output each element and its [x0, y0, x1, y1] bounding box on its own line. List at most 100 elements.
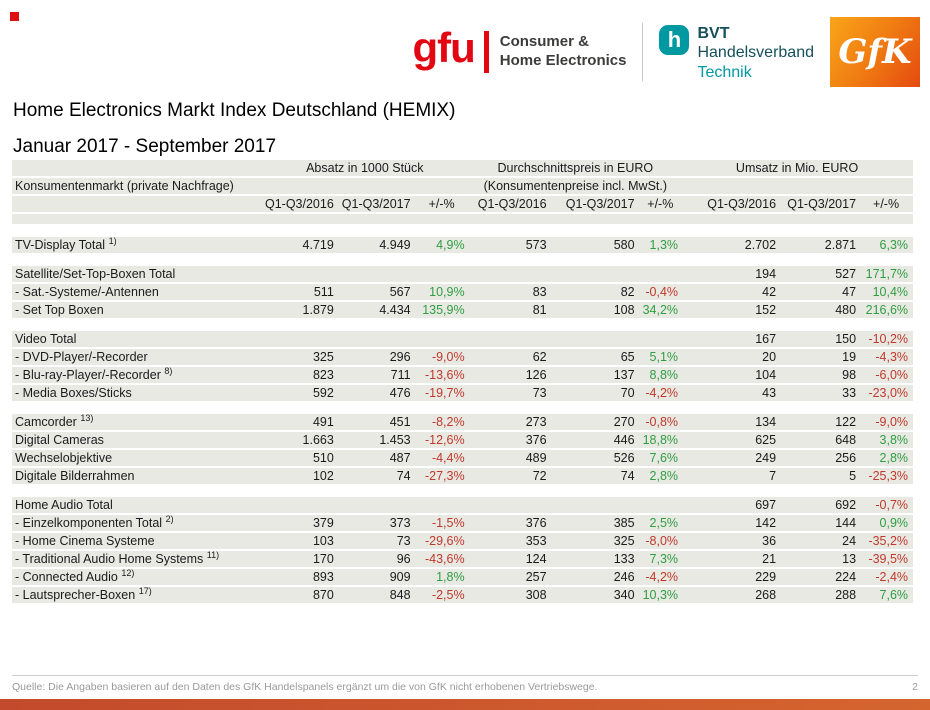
row-label: TV-Display Total 1) [12, 237, 262, 255]
value-cell: 70 [551, 385, 640, 403]
value-cell: 65 [551, 349, 640, 367]
gfu-logo: gfu Consumer & Home Electronics [412, 27, 627, 75]
spacer-row [12, 403, 914, 414]
pct-cell: -4,2% [639, 385, 684, 403]
value-cell: 152 [683, 302, 782, 320]
value-cell: 296 [338, 349, 416, 367]
pct-cell: 7,3% [639, 551, 684, 569]
group-header-empty [12, 160, 262, 178]
value-cell: 4.949 [338, 237, 416, 255]
pct-cell: 5,1% [639, 349, 684, 367]
source-note: Quelle: Die Angaben basieren auf den Dat… [12, 681, 598, 693]
row-label: - Set Top Boxen [12, 302, 262, 320]
spacer-cell [12, 226, 914, 237]
pct-cell: 1,8% [415, 569, 470, 587]
row-label: Camcorder 13) [12, 414, 262, 432]
row-label: - Home Cinema Systeme [12, 533, 262, 551]
table-row: Digitale Bilderrahmen 102 74 -27,3% 72 74 2,8%… [12, 468, 914, 486]
value-cell: 102 [262, 468, 339, 486]
spacer-cell [12, 320, 914, 331]
value-cell: 124 [469, 551, 552, 569]
value-cell: 81 [469, 302, 552, 320]
table-row: - Blu-ray-Player/-Recorder 8) 823 711 -13,6… [12, 367, 914, 385]
logo-separator [642, 23, 644, 81]
hemix-table-wrap: Absatz in 1000 Stück Durchschnittspreis … [12, 160, 914, 605]
value-cell: 288 [781, 587, 862, 605]
logo-bar: gfu Consumer & Home Electronics h BVT Ha… [412, 16, 920, 88]
pct-cell: -4,3% [861, 349, 914, 367]
value-cell [551, 266, 640, 284]
spacer-row [12, 486, 914, 497]
value-cell: 692 [781, 497, 862, 515]
value-cell [551, 497, 640, 515]
value-cell: 909 [338, 569, 416, 587]
gfk-wordmark: GfK [838, 32, 912, 72]
value-cell: 1.453 [338, 432, 416, 450]
pct-cell: 8,8% [639, 367, 684, 385]
pct-cell: -13,6% [415, 367, 470, 385]
pct-cell: -43,6% [415, 551, 470, 569]
pct-cell: -27,3% [415, 468, 470, 486]
bvt-line-technik: Technik [697, 63, 752, 81]
table-row: - Set Top Boxen 1.879 4.434 135,9% 81 108 34,2… [12, 302, 914, 320]
value-cell: 62 [469, 349, 552, 367]
value-cell: 150 [781, 331, 862, 349]
value-cell: 2.871 [781, 237, 862, 255]
value-cell: 82 [551, 284, 640, 302]
pct-cell: -9,0% [415, 349, 470, 367]
gfu-tagline: Consumer & Home Electronics [500, 33, 627, 71]
row-label: - Blu-ray-Player/-Recorder 8) [12, 367, 262, 385]
pct-cell: -2,5% [415, 587, 470, 605]
pct-cell: 18,8% [639, 432, 684, 450]
bvt-h-icon: h [659, 25, 690, 56]
pct-cell: -29,6% [415, 533, 470, 551]
value-cell: 43 [683, 385, 782, 403]
pct-cell: 34,2% [639, 302, 684, 320]
group-header-preis: Durchschnittspreis in EURO [469, 160, 684, 178]
spacer-cell [12, 403, 914, 414]
subheader-empty-umsatz [683, 178, 914, 196]
pct-cell: 7,6% [639, 450, 684, 468]
bvt-line-handelsverband: Handelsverband [697, 44, 814, 62]
value-cell: 480 [781, 302, 862, 320]
pct-cell: -6,0% [861, 367, 914, 385]
col-header-absatz-2017: Q1-Q3/2017 [338, 196, 416, 214]
value-cell: 170 [262, 551, 339, 569]
subheader-row: Konsumentenmarkt (private Nachfrage) (Ko… [12, 178, 914, 196]
footnote-marker: 13) [80, 414, 94, 423]
table-row: - Einzelkomponenten Total 2) 379 373 -1,5% 3… [12, 515, 914, 533]
value-cell: 1.879 [262, 302, 339, 320]
value-cell: 96 [338, 551, 416, 569]
value-cell: 527 [781, 266, 862, 284]
value-cell: 257 [469, 569, 552, 587]
value-cell: 697 [683, 497, 782, 515]
value-cell: 47 [781, 284, 862, 302]
value-cell: 510 [262, 450, 339, 468]
value-cell: 487 [338, 450, 416, 468]
value-cell: 108 [551, 302, 640, 320]
table-row: Camcorder 13) 491 451 -8,2% 273 270 -0,8% 134 12… [12, 414, 914, 432]
value-cell: 573 [469, 237, 552, 255]
spacer-cell [12, 255, 914, 266]
value-cell: 273 [469, 414, 552, 432]
value-cell: 325 [262, 349, 339, 367]
value-cell: 167 [683, 331, 782, 349]
value-cell: 476 [338, 385, 416, 403]
value-cell [551, 331, 640, 349]
value-cell: 13 [781, 551, 862, 569]
value-cell: 373 [338, 515, 416, 533]
title-block: Home Electronics Markt Index Deutschland… [13, 100, 455, 158]
row-label: - Traditional Audio Home Systems 11) [12, 551, 262, 569]
pct-cell: 6,3% [861, 237, 914, 255]
table-row: - Connected Audio 12) 893 909 1,8% 257 246 -4,… [12, 569, 914, 587]
pct-cell: 171,7% [861, 266, 914, 284]
value-cell: 870 [262, 587, 339, 605]
spacer-row [12, 320, 914, 331]
page-footer: Quelle: Die Angaben basieren auf den Dat… [12, 675, 918, 693]
value-cell: 33 [781, 385, 862, 403]
pct-cell: -19,7% [415, 385, 470, 403]
value-cell: 134 [683, 414, 782, 432]
pct-cell: 216,6% [861, 302, 914, 320]
value-cell: 104 [683, 367, 782, 385]
